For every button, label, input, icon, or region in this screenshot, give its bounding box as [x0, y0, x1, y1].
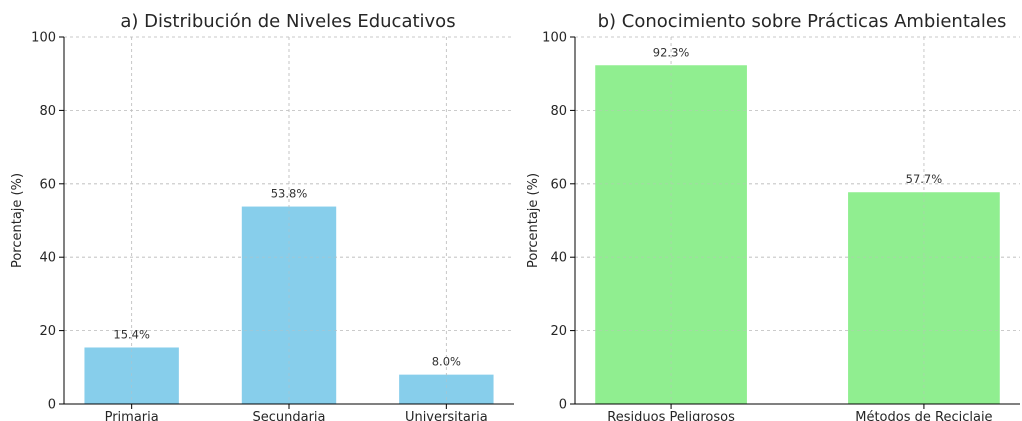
panel-a-y-tick-label: 100 — [31, 31, 56, 46]
panel-a-y-tick-label: 40 — [39, 251, 56, 266]
panel-a-y-axis-label: Porcentaje (%) — [10, 173, 25, 268]
panel-b-y-tick-label: 80 — [550, 104, 567, 119]
panel-a-x-tick-label: Universitaria — [405, 410, 488, 421]
panel-a-y-tick-label: 60 — [39, 177, 56, 192]
panel-b-y-axis-label: Porcentaje (%) — [526, 173, 541, 268]
panel-b-y-tick-label: 100 — [542, 31, 567, 46]
panel-b-y-tick-label: 20 — [550, 324, 567, 339]
panel-b-x-tick-label: Residuos Peligrosos — [607, 410, 735, 421]
panel-b-x-tick-label: Métodos de Reciclaje — [855, 410, 992, 421]
panel-b-data-label: 57.7% — [906, 172, 943, 186]
panel-a-data-label: 15.4% — [113, 327, 150, 341]
panel-a-x-tick-label: Primaria — [105, 410, 159, 421]
panel-b-title: b) Conocimiento sobre Prácticas Ambienta… — [598, 11, 1007, 32]
panel-a-title: a) Distribución de Niveles Educativos — [120, 11, 455, 32]
panel-a-data-label: 8.0% — [432, 355, 461, 369]
panel-b-data-label: 92.3% — [653, 45, 690, 59]
panel-a-x-tick-label: Secundaria — [252, 410, 325, 421]
panel-a-data-label: 53.8% — [271, 187, 308, 201]
panel-a-bar — [241, 206, 337, 404]
panel-a-y-tick-label: 0 — [48, 398, 56, 413]
panel-b-y-tick-label: 40 — [550, 251, 567, 266]
panel-a-y-tick-label: 20 — [39, 324, 56, 339]
panel-b-y-tick-label: 60 — [550, 177, 567, 192]
panel-a-y-tick-label: 80 — [39, 104, 56, 119]
panel-b-y-tick-label: 0 — [559, 398, 567, 413]
